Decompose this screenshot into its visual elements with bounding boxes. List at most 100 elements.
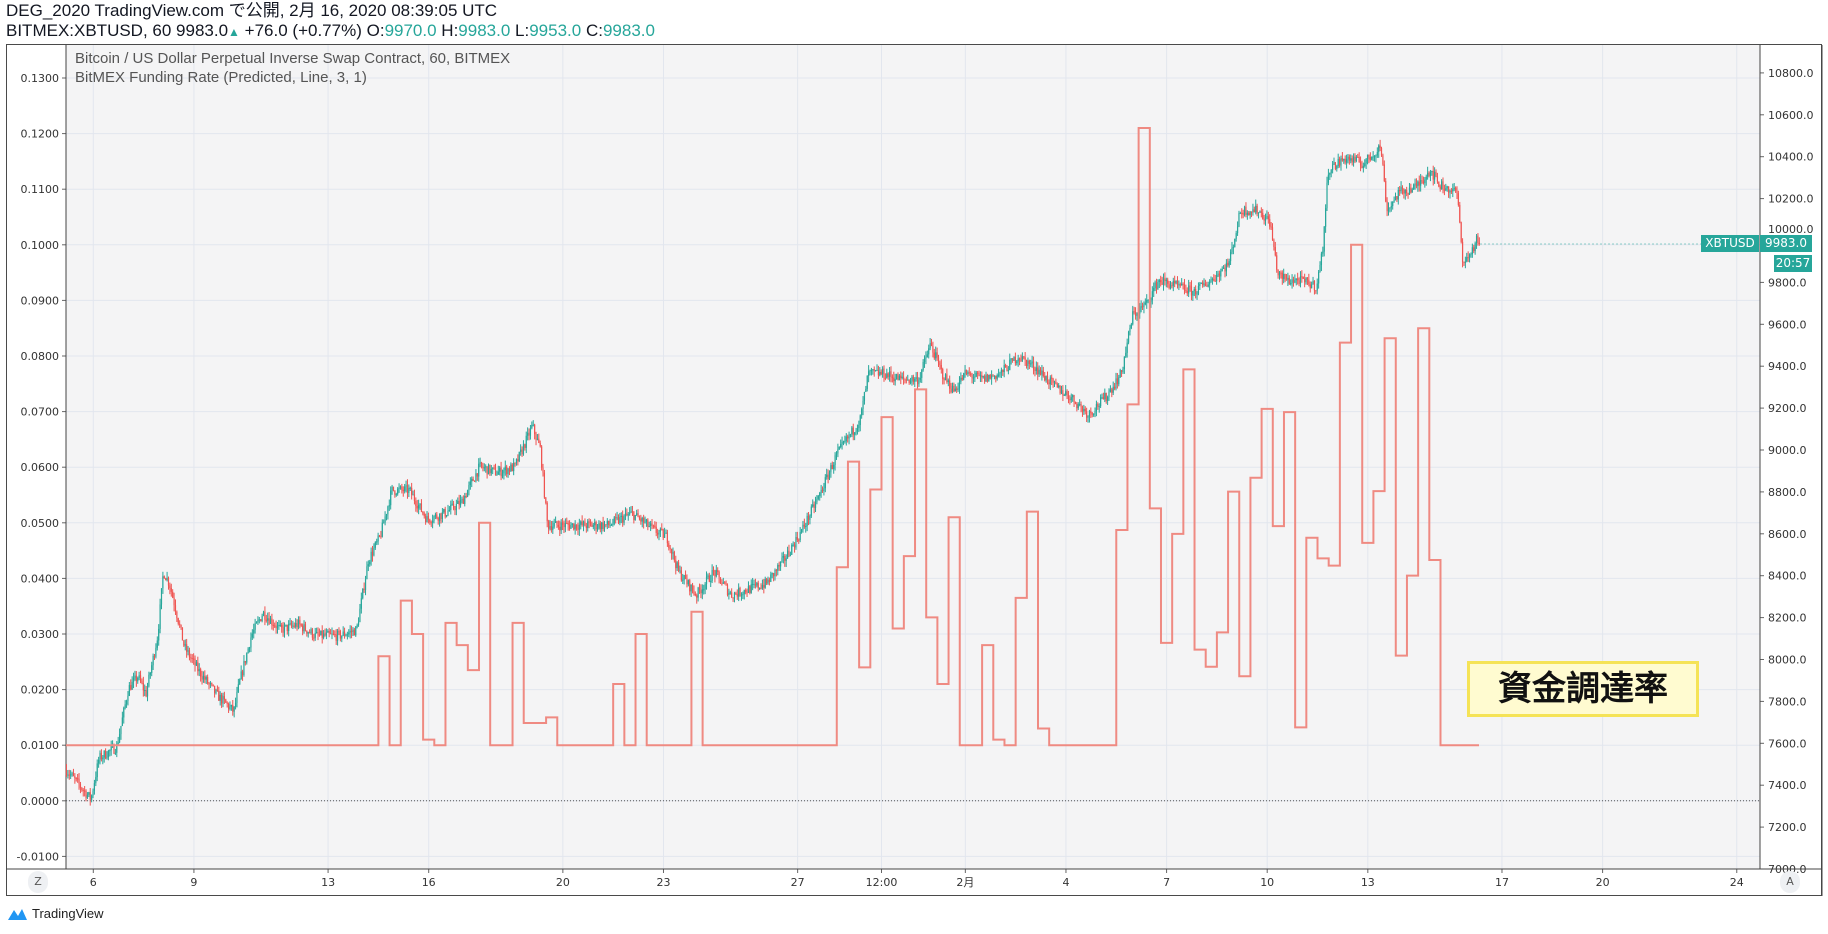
candle-body: [1221, 268, 1223, 272]
candle-body: [309, 632, 311, 634]
candle-body: [1161, 282, 1163, 285]
candle-body: [434, 514, 437, 517]
candle-body: [251, 633, 253, 638]
high-label: H:: [441, 21, 459, 40]
candle-body: [675, 560, 677, 569]
last-price-tag: 9983.0: [1760, 235, 1812, 252]
candle-body: [561, 522, 564, 525]
candle-body: [348, 632, 350, 635]
candle-body: [663, 533, 666, 538]
candle-body: [598, 523, 600, 528]
candle-body: [870, 369, 873, 371]
candle-body: [951, 385, 954, 393]
candle-body: [831, 465, 833, 469]
candle-body: [1051, 377, 1053, 379]
left-axis-label: 0.0700: [21, 406, 60, 419]
candle-body: [807, 515, 810, 520]
candle-body: [543, 472, 546, 498]
candle-body: [1073, 395, 1075, 403]
candle-body: [655, 526, 657, 533]
candle-body: [1224, 267, 1226, 272]
tradingview-logo[interactable]: TradingView: [6, 906, 104, 921]
candle-body: [738, 588, 740, 597]
candle-body: [1044, 375, 1046, 381]
candle-body: [1172, 281, 1174, 286]
candle-body: [297, 619, 300, 628]
candle-body: [110, 746, 112, 751]
candle-body: [455, 503, 457, 511]
candle-body: [492, 467, 494, 469]
candle-body: [1195, 289, 1197, 295]
candle-body: [103, 750, 105, 758]
right-axis-label: 9600.0: [1768, 318, 1807, 331]
candle-body: [1354, 156, 1356, 162]
candle-body: [669, 547, 671, 549]
candle-body: [975, 372, 977, 377]
candle-body: [1028, 360, 1030, 364]
candle-body: [928, 348, 930, 355]
candle-body: [1413, 184, 1415, 190]
candle-body: [658, 531, 660, 535]
candle-body: [1104, 392, 1106, 400]
candle-body: [926, 354, 928, 358]
candle-body: [222, 696, 224, 704]
candle-body: [314, 632, 316, 638]
candle-body: [606, 520, 608, 525]
candle-body: [835, 453, 838, 456]
candle-body: [1301, 276, 1303, 278]
candle-body: [1245, 206, 1247, 215]
legend-funding-indicator[interactable]: BitMEX Funding Rate (Predicted, Line, 3,…: [75, 69, 367, 86]
candle-body: [209, 683, 212, 685]
candle-body: [1464, 261, 1466, 263]
left-axis-label: 0.0800: [21, 350, 60, 363]
candle-body: [1284, 273, 1286, 280]
candle-body: [916, 377, 919, 385]
candle-body: [953, 385, 955, 392]
candle-body: [767, 579, 769, 584]
candle-body: [550, 526, 553, 531]
auto-scale-button[interactable]: A: [1780, 871, 1800, 893]
candle-body: [202, 675, 205, 680]
candle-body: [281, 624, 283, 628]
zoom-reset-button[interactable]: Z: [28, 871, 48, 893]
candle-body: [425, 516, 427, 523]
candle-body: [620, 515, 622, 517]
candle-body: [861, 408, 863, 416]
candle-body: [963, 373, 965, 380]
candle-body: [764, 578, 766, 588]
candle-body: [271, 618, 273, 625]
candle-body: [742, 594, 744, 596]
candle-body: [1119, 370, 1121, 378]
candle-body: [109, 750, 111, 752]
candle-body: [165, 578, 167, 581]
candle-body: [172, 591, 174, 598]
candle-body: [640, 518, 642, 522]
candle-body: [1393, 200, 1395, 202]
candle-body: [1390, 206, 1392, 208]
candle-body: [964, 369, 966, 374]
candle-body: [670, 548, 673, 554]
legend-main-series[interactable]: Bitcoin / US Dollar Perpetual Inverse Sw…: [75, 50, 511, 67]
candle-body: [546, 502, 548, 522]
candle-body: [888, 371, 891, 377]
candle-body: [1357, 156, 1359, 158]
candle-body: [1132, 311, 1134, 325]
candle-body: [385, 514, 388, 517]
candle-body: [1113, 386, 1116, 389]
candle-body: [278, 625, 280, 627]
candle-body: [130, 685, 132, 690]
candle-body: [958, 382, 961, 389]
candle-body: [193, 658, 195, 660]
candle-body: [1125, 352, 1127, 357]
candle-body: [806, 515, 808, 527]
candle-body: [588, 521, 590, 523]
candle-body: [1098, 406, 1100, 408]
candle-body: [254, 623, 256, 630]
candle-body: [1308, 279, 1310, 285]
candle-body: [710, 580, 712, 582]
candle-body: [198, 669, 200, 672]
candle-body: [570, 524, 572, 529]
candle-body: [363, 588, 365, 590]
candle-body: [1196, 293, 1198, 295]
